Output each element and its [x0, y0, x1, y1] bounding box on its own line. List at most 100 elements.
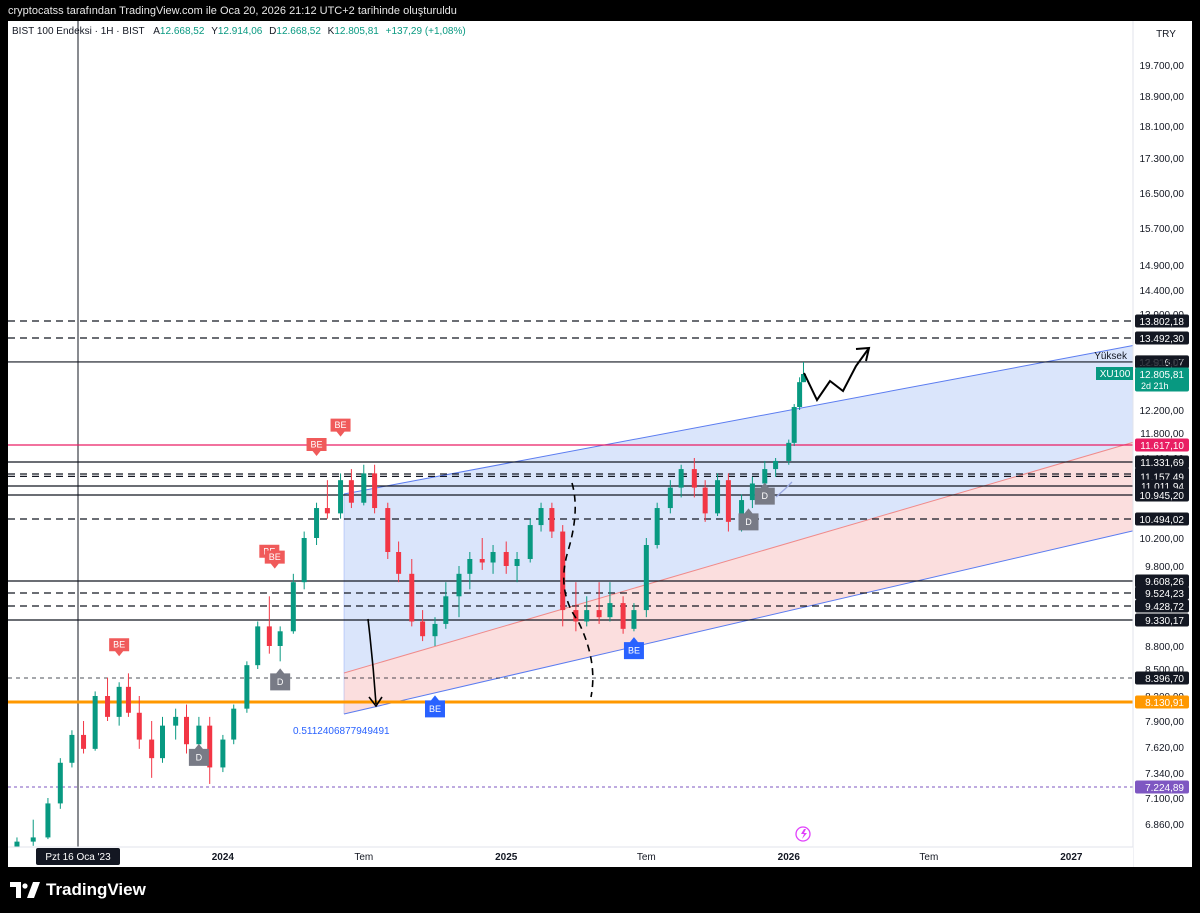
candle-body [255, 626, 261, 666]
symbol-tag-background [1096, 367, 1133, 380]
time-tick-label: 2027 [1060, 852, 1083, 863]
gray-signal-marker [754, 482, 775, 505]
price-tag-background [1135, 438, 1189, 452]
candle-body [702, 487, 708, 514]
candle-body [715, 480, 721, 514]
candle-body [105, 696, 111, 717]
candle-body [762, 469, 768, 484]
signal-label: D [277, 677, 284, 687]
dashed-path-projection [562, 482, 594, 698]
price-tick-label: 8.800,00 [1145, 642, 1184, 653]
candle-body [725, 480, 731, 522]
tradingview-logo-icon [10, 882, 40, 898]
candle-body [69, 734, 75, 763]
candle-body [207, 725, 213, 768]
gray-signal-marker [738, 508, 759, 531]
bar-countdown-label: 2d 21h [1141, 381, 1169, 391]
candle-body [667, 487, 673, 509]
price-tag-background [1135, 455, 1189, 469]
candle-body [385, 508, 391, 552]
price-tag-background [1135, 780, 1189, 794]
sell-signal-marker [306, 438, 327, 457]
signal-label: D [762, 491, 769, 501]
symbol-name: BIST 100 Endeksi · 1H · BIST [12, 26, 145, 37]
candle-body [324, 508, 330, 514]
candle-body [549, 508, 555, 532]
crosshair-date-label: Pzt 16 Oca '23 [45, 852, 111, 863]
candle-body [443, 596, 449, 624]
candle-body [196, 725, 202, 745]
small-blue-arrow [775, 481, 793, 498]
candle-body [290, 582, 296, 632]
price-tag-label: 9.608,26 [1145, 577, 1184, 588]
candle-body [149, 739, 155, 759]
time-tick-label: 2025 [495, 852, 518, 863]
price-tag-label: 11.331,69 [1140, 458, 1184, 469]
candle-body [596, 610, 602, 618]
price-tag-background [1135, 599, 1189, 613]
signal-label: BE [628, 646, 640, 656]
candle-body [514, 559, 520, 566]
candle-body [573, 610, 579, 622]
candle-body [479, 559, 485, 563]
price-tag-background [1135, 671, 1189, 685]
candle-body [749, 483, 755, 501]
crosshair-date-tag [36, 848, 120, 865]
candle-body [361, 473, 367, 503]
candle-body [116, 686, 122, 717]
price-tag-label: 9.330,17 [1145, 616, 1184, 627]
candle-body [160, 725, 166, 759]
sell-signal-marker [109, 638, 130, 657]
price-tag-label: 8.396,70 [1145, 674, 1184, 685]
fib-ratio-label: 0.5112406877949491 [293, 726, 390, 737]
candle-body [691, 469, 697, 488]
price-tag-label: 9.428,72 [1145, 602, 1184, 613]
candle-body [409, 573, 415, 622]
price-tag-label: 9.524,23 [1145, 589, 1184, 600]
candle-body [654, 508, 660, 545]
candle-body [678, 469, 684, 488]
candle-body [490, 552, 496, 563]
down-arrow-head [368, 696, 383, 708]
candle-body [467, 559, 473, 574]
symbol-legend: BIST 100 Endeksi · 1H · BIST A12.668,52 … [12, 26, 466, 37]
gray-signal-marker [270, 668, 291, 691]
parallel-channel-lower-fill [344, 440, 1141, 714]
price-tick-label: 6.860,00 [1145, 820, 1184, 831]
tradingview-logo: TradingView [10, 880, 146, 900]
low-label: D [269, 26, 277, 37]
open-label: A [153, 26, 160, 37]
price-tag-label: 12.805,81 [1140, 370, 1185, 381]
price-tick-label: 17.300,00 [1140, 154, 1185, 165]
down-arrow-line [367, 618, 377, 705]
close-label: K [327, 26, 335, 37]
price-tick-label: 7.340,00 [1145, 769, 1184, 780]
price-chart[interactable]: 0.5112406877949491 BEBEBEBEBEBEBEDDDD 19… [8, 21, 1192, 867]
price-tick-label: 12.200,00 [1140, 406, 1185, 417]
price-tick-label: 15.700,00 [1140, 224, 1185, 235]
price-tag-label: 11.617,10 [1140, 441, 1184, 452]
price-tag-label: 10.494,02 [1140, 515, 1185, 526]
time-axis-background [8, 847, 1133, 867]
candle-body [631, 610, 637, 629]
projection-zigzag-arrow [803, 347, 870, 402]
currency-selector[interactable]: TRY [1156, 28, 1176, 40]
candle-body [372, 473, 378, 509]
price-tick-label: 7.100,00 [1145, 794, 1184, 805]
high-label: Yüksek [1094, 351, 1128, 362]
price-tag-background [1135, 488, 1189, 502]
channel-bottom-line [343, 528, 1142, 715]
price-tick-label: 10.200,00 [1140, 534, 1185, 545]
price-tick-label: 18.900,00 [1140, 92, 1185, 103]
chart-panel[interactable]: BIST 100 Endeksi · 1H · BIST A12.668,52 … [8, 21, 1192, 867]
price-tick-label: 14.400,00 [1140, 286, 1185, 297]
price-tag-background [1135, 586, 1189, 600]
candle-body [348, 480, 354, 503]
price-tick-label: 7.900,00 [1145, 717, 1184, 728]
change-value: +137,29 (+1,08%) [385, 26, 466, 37]
candle-body [538, 508, 544, 526]
price-tag-background [1135, 613, 1189, 627]
candle-body [800, 374, 806, 383]
buy-signal-marker [424, 695, 445, 718]
